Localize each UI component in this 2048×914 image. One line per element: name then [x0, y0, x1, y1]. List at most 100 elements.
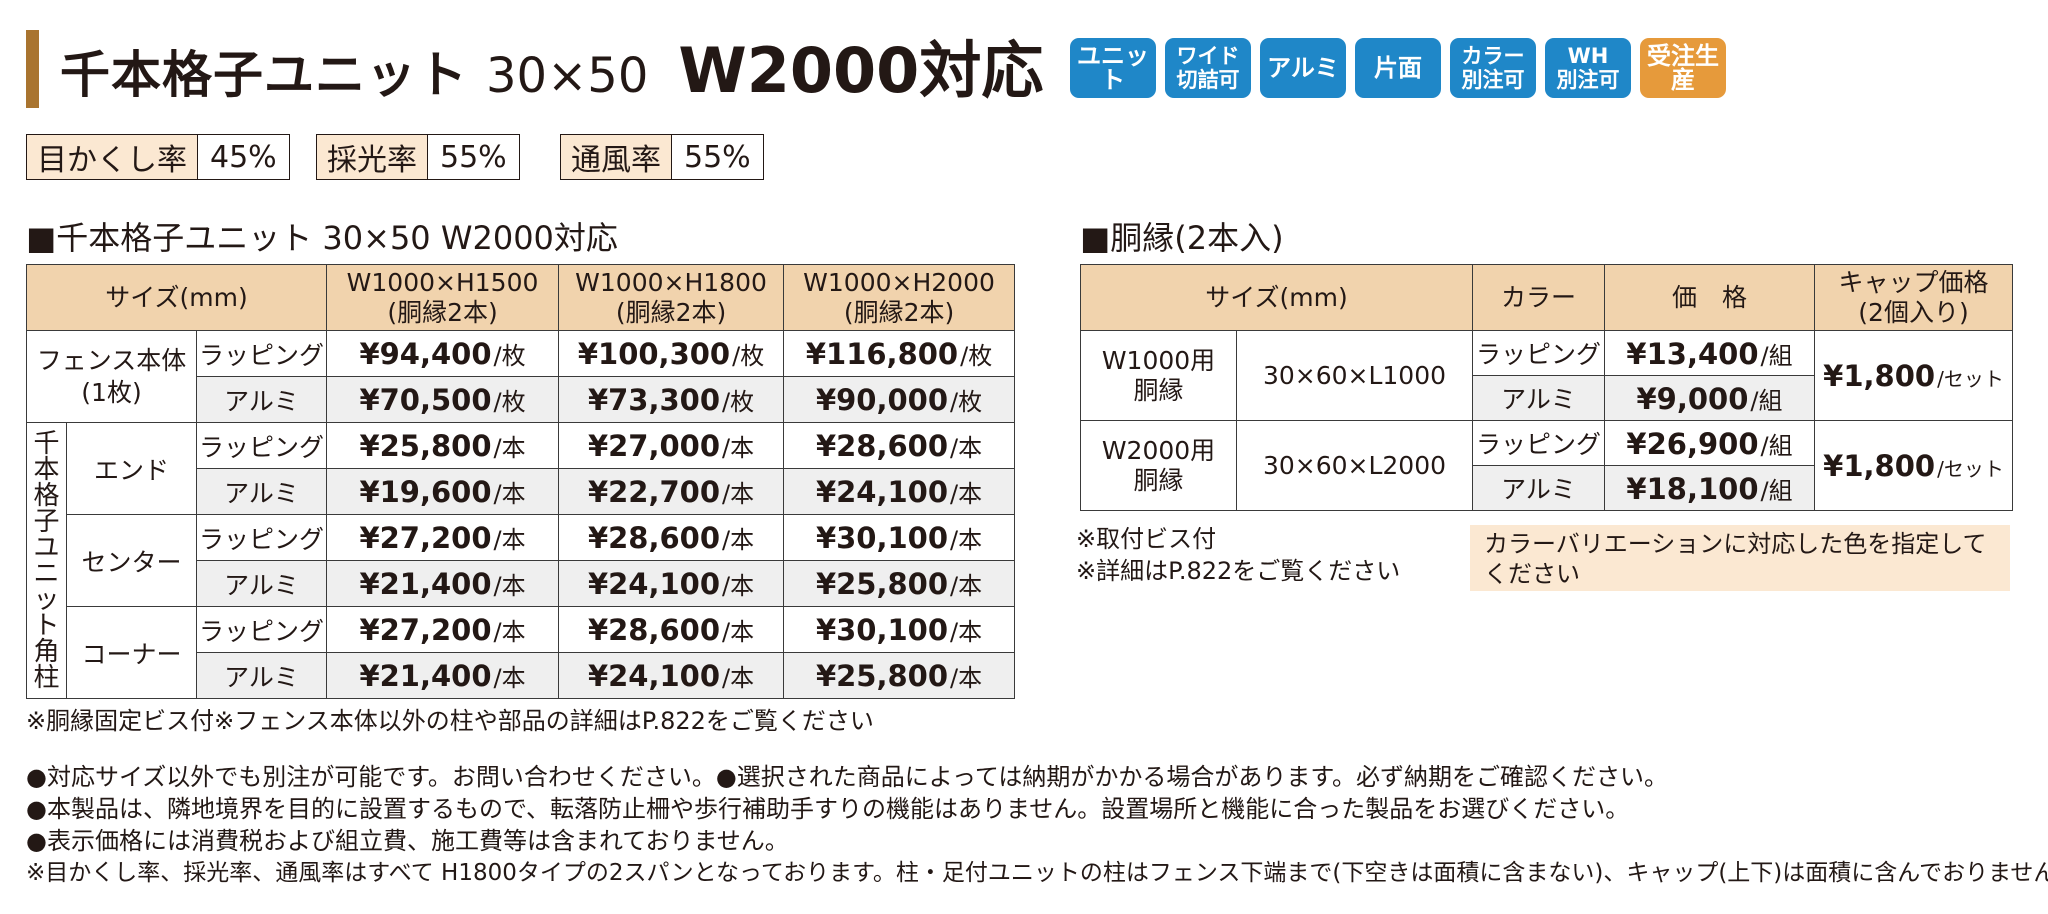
finish-wrapping: ラッピング — [195, 422, 328, 469]
title-accent-bar — [26, 30, 39, 108]
post-end-label: エンド — [66, 422, 197, 515]
badge-wh: WH 別注可 — [1545, 38, 1631, 98]
badge-made-to-order: 受注生産 — [1640, 38, 1726, 98]
feature-badges: ユニット ワイド 切詰可 アルミ 片面 カラー 別注可 WH 別注可 受注生産 — [1070, 38, 1726, 98]
col-h2000: W1000×H2000 (胴縁2本) — [783, 264, 1016, 331]
w1000-size: 30×60×L1000 — [1236, 330, 1473, 421]
price-cell: ¥19,600/本 — [326, 468, 560, 515]
price-cell: ¥18,100/組 — [1604, 465, 1815, 511]
price-cell: ¥25,800/本 — [326, 422, 560, 469]
ratio-label: 通風率 — [561, 135, 672, 179]
bottom-note: ●対応サイズ以外でも別注が可能です。お問い合わせください。●選択された商品によっ… — [26, 763, 1668, 791]
price-table: サイズ(mm) W1000×H1500 (胴縁2本) W1000×H1800 (胴縁… — [25, 264, 1016, 699]
col-h1500: W1000×H1500 (胴縁2本) — [326, 264, 560, 331]
title-main: 千本格子ユニット — [60, 46, 468, 104]
dobuchi-note-details: ※詳細はP.822をご覧ください — [1076, 557, 1401, 585]
price-cell: ¥24,100/本 — [783, 468, 1016, 515]
finish-alumi: アルミ — [195, 376, 328, 423]
price-cell: ¥9,000/組 — [1604, 375, 1815, 421]
ratio-light: 採光率 55% — [316, 134, 520, 180]
badge-single-side: 片面 — [1355, 38, 1441, 98]
price-cell: ¥27,200/本 — [326, 606, 560, 653]
price-cell: ¥28,600/本 — [558, 514, 785, 561]
price-cell: ¥25,800/本 — [783, 652, 1016, 699]
table-row: アルミ ¥70,500/枚 ¥73,300/枚 ¥90,000/枚 — [27, 376, 1016, 423]
finish-wrapping: ラッピング — [195, 330, 328, 377]
bottom-note: ●表示価格には消費税および組立費、施工費等は含まれておりません。 — [26, 827, 789, 855]
table-row: W1000用 胴縁 30×60×L1000 ラッピング ¥13,400/組 ¥1,… — [1080, 330, 2013, 421]
price-cell: ¥27,200/本 — [326, 514, 560, 561]
ratio-value: 45% — [198, 135, 289, 179]
w2000-size: 30×60×L2000 — [1236, 420, 1473, 511]
price-cell: ¥28,600/本 — [783, 422, 1016, 469]
finish-alumi: アルミ — [1472, 465, 1605, 511]
price-cell: ¥90,000/枚 — [783, 376, 1016, 423]
post-group-label: 千本格子ユニット角柱 — [26, 422, 67, 699]
ratio-screen: 目かくし率 45% — [26, 134, 290, 180]
table-row: フェンス本体 (1枚) ラッピング ¥94,400/枚 ¥100,300/枚 ¥1… — [26, 330, 1016, 423]
price-cell: ¥100,300/枚 — [558, 330, 785, 377]
badge-color: カラー 別注可 — [1450, 38, 1536, 98]
price-cell: ¥13,400/組 — [1604, 330, 1815, 376]
page-title: 千本格子ユニット 30×50 W2000対応 — [60, 28, 1043, 114]
post-corner-label: コーナー — [66, 606, 197, 699]
col-cap-price: キャップ価格 (2個入り) — [1814, 264, 2013, 331]
price-cell: ¥28,600/本 — [558, 606, 785, 653]
price-cell: ¥24,100/本 — [558, 560, 785, 607]
post-center-label: センター — [66, 514, 197, 607]
table-row: アルミ ¥18,100/組 — [1081, 465, 2013, 511]
badge-alumi: アルミ — [1260, 38, 1346, 98]
finish-alumi: アルミ — [195, 652, 328, 699]
table-row: 千本格子ユニット角柱 エンド ラッピング ¥25,800/本 ¥27,000/本… — [26, 422, 1016, 699]
table-row: アルミ ¥9,000/組 — [1081, 375, 2013, 421]
w1000-label: W1000用 胴縁 — [1080, 330, 1237, 421]
finish-wrapping: ラッピング — [195, 606, 328, 653]
col-size: サイズ(mm) — [1080, 264, 1473, 331]
price-cell: ¥30,100/本 — [783, 514, 1016, 561]
price-cell: ¥24,100/本 — [558, 652, 785, 699]
price-cell: ¥94,400/枚 — [326, 330, 560, 377]
price-cell: ¥21,400/本 — [326, 560, 560, 607]
bottom-note: ※目かくし率、採光率、通風率はすべて H1800タイプの2スパンとなっております… — [26, 860, 2048, 886]
main-table-footnote: ※胴縁固定ビス付※フェンス本体以外の柱や部品の詳細はP.822をご覧ください — [26, 707, 874, 735]
col-price: 価 格 — [1604, 264, 1815, 331]
ratio-label: 採光率 — [317, 135, 428, 179]
finish-alumi: アルミ — [1472, 375, 1605, 421]
cap-price-cell: ¥1,800/セット — [1814, 330, 2013, 421]
table-row: アルミ ¥19,600/本 ¥22,700/本 ¥24,100/本 — [27, 468, 1016, 515]
finish-alumi: アルミ — [195, 560, 328, 607]
price-cell: ¥70,500/枚 — [326, 376, 560, 423]
dobuchi-note-screws: ※取付ビス付 — [1076, 525, 1217, 553]
price-cell: ¥116,800/枚 — [783, 330, 1016, 377]
table-row: コーナー ラッピング ¥27,200/本 ¥28,600/本 ¥30,100/本 — [27, 606, 1016, 699]
table-header-row: サイズ(mm) W1000×H1500 (胴縁2本) W1000×H1800 (胴縁… — [25, 264, 1016, 331]
w2000-label: W2000用 胴縁 — [1080, 420, 1237, 511]
color-variation-note: カラーバリエーションに対応した色を指定してください — [1470, 525, 2010, 591]
main-table-heading: ■千本格子ユニット 30×50 W2000対応 — [26, 219, 618, 257]
finish-alumi: アルミ — [195, 468, 328, 515]
badge-wide: ワイド 切詰可 — [1165, 38, 1251, 98]
title-width: W2000対応 — [678, 34, 1044, 107]
price-cell: ¥21,400/本 — [326, 652, 560, 699]
dobuchi-heading: ■胴縁(2本入) — [1080, 219, 1284, 257]
cap-price-cell: ¥1,800/セット — [1814, 420, 2013, 511]
price-cell: ¥22,700/本 — [558, 468, 785, 515]
bottom-note: ●本製品は、隣地境界を目的に設置するもので、転落防止柵や歩行補助手すりの機能はあ… — [26, 795, 1630, 823]
title-size: 30×50 — [486, 48, 649, 104]
col-color: カラー — [1472, 264, 1605, 331]
table-row: W2000用 胴縁 30×60×L2000 ラッピング ¥26,900/組 ¥1,… — [1080, 420, 2013, 511]
ratio-wind: 通風率 55% — [560, 134, 764, 180]
col-size: サイズ(mm) — [25, 264, 328, 331]
price-cell: ¥73,300/枚 — [558, 376, 785, 423]
dobuchi-table: サイズ(mm) カラー 価 格 キャップ価格 (2個入り) W1000用 胴縁 30… — [1080, 264, 2013, 511]
finish-wrapping: ラッピング — [1472, 420, 1605, 466]
ratio-label: 目かくし率 — [27, 135, 198, 179]
table-row: センター ラッピング ¥27,200/本 ¥28,600/本 ¥30,100/本 — [27, 514, 1016, 607]
table-row: アルミ ¥21,400/本 ¥24,100/本 ¥25,800/本 — [27, 560, 1016, 607]
ratio-value: 55% — [428, 135, 519, 179]
table-row: アルミ ¥21,400/本 ¥24,100/本 ¥25,800/本 — [27, 652, 1016, 699]
finish-wrapping: ラッピング — [1472, 330, 1605, 376]
price-cell: ¥30,100/本 — [783, 606, 1016, 653]
table-header-row: サイズ(mm) カラー 価 格 キャップ価格 (2個入り) — [1080, 264, 2013, 331]
ratio-value: 55% — [672, 135, 763, 179]
